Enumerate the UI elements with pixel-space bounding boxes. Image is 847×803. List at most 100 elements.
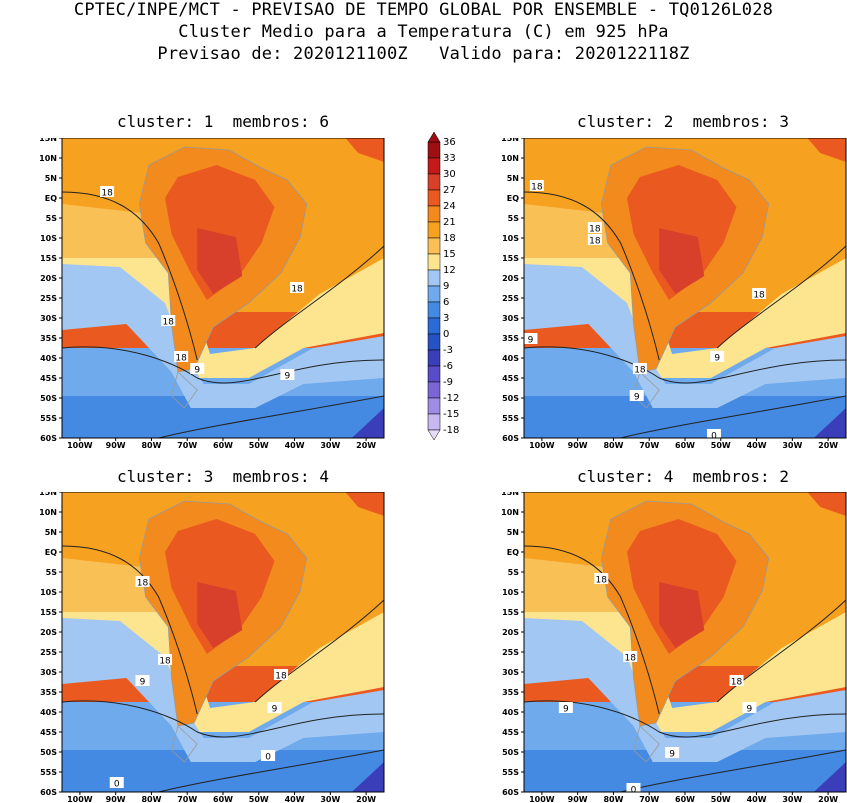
lon-tick-label: 90W (106, 795, 126, 802)
colorbar-swatch (427, 301, 441, 319)
colorbar-label: -12 (443, 393, 459, 404)
field-cold (351, 408, 384, 438)
lat-tick-label: 5S (508, 214, 520, 223)
lat-tick-label: 35S (502, 334, 519, 343)
colorbar-label: 21 (443, 217, 456, 228)
colorbar-swatch (427, 237, 441, 255)
contour-label-bg (190, 363, 205, 374)
contour-label-bg (632, 363, 647, 374)
lat-tick-label: EQ (507, 548, 519, 557)
lat-tick-label: 10S (502, 234, 519, 243)
colorbar-label: 6 (443, 297, 449, 308)
map-layer: 18 18 18 9 9 9 0 (523, 492, 847, 796)
contour-9 (523, 700, 847, 738)
lat-tick-label: EQ (507, 194, 519, 203)
contour-label: 18 (163, 318, 175, 328)
lat-tick-label: 35S (40, 688, 57, 697)
colorbar-label: 36 (443, 137, 456, 148)
contour-0 (620, 395, 847, 439)
field-18-21 (62, 558, 159, 612)
lon-tick-label: 70W (639, 441, 659, 448)
lat-tick-label: 20S (40, 628, 57, 637)
patagonia-coast (171, 371, 198, 409)
colorbar-swatch (427, 221, 441, 239)
contour-label: 9 (669, 750, 675, 760)
contour-label-bg (558, 702, 573, 713)
cluster-1-map: 18 18 18 18 9 9 15N 10N 5N EQ 5S 10S 15S 20S 25S 30S 35S… (39, 138, 385, 448)
lon-tick-label: 50W (711, 441, 731, 448)
colorbar-label: -18 (443, 425, 459, 436)
contour-9 (61, 700, 385, 738)
lat-tick-label: 5N (45, 528, 57, 537)
contour-label-bg (280, 369, 295, 380)
colorbar-label: 24 (443, 201, 456, 212)
lat-tick-label: 55S (40, 768, 57, 777)
contour-label: 9 (563, 705, 569, 715)
lat-tick-label: 5S (508, 568, 520, 577)
colorbar-swatch (427, 333, 441, 351)
lat-tick-label: 30S (40, 668, 57, 677)
lat-tick-label: 10S (502, 588, 519, 597)
coastline (600, 146, 770, 373)
lat-tick-label: 30S (502, 668, 519, 677)
colorbar-label: 18 (443, 233, 456, 244)
lon-tick-label: 80W (141, 795, 161, 802)
contour-label: 18 (175, 354, 187, 364)
contour-label: 0 (711, 432, 717, 442)
lat-tick-label: 45S (40, 728, 57, 737)
lat-tick-label: 55S (502, 414, 519, 423)
contour-label: 18 (589, 225, 601, 235)
lat-tick-label: 10S (40, 588, 57, 597)
field-30-33 (197, 228, 243, 294)
lon-tick-label: 30W (782, 441, 802, 448)
lat-tick-label: 40S (502, 708, 519, 717)
field-27-30 (627, 519, 737, 654)
lat-tick-label: 50S (40, 394, 57, 403)
lon-tick-label: 20W (356, 441, 376, 448)
contour-label: 9 (528, 336, 534, 346)
lat-tick-label: 15N (39, 138, 57, 143)
lat-tick-label: 10S (40, 234, 57, 243)
lat-tick-label: 50S (502, 394, 519, 403)
lat-tick-label: 5N (507, 174, 519, 183)
lon-tick-label: 100W (67, 795, 93, 802)
lon-tick-label: 60W (675, 441, 695, 448)
contour-label: 9 (747, 705, 753, 715)
lon-tick-label: 70W (639, 795, 659, 802)
field-9-12 (62, 264, 384, 408)
cluster-2-map: 18 18 18 18 18 9 9 9 0 15N 10N 5N EQ 5S 10S 15S 20S 25S 30… (501, 138, 847, 448)
patagonia-coast (633, 725, 660, 763)
field-15-18 (62, 234, 384, 378)
contour-label-bg (626, 783, 641, 794)
lat-tick-label: 60S (502, 788, 519, 797)
contour-label: 0 (265, 753, 271, 763)
lat-tick-label: 15S (502, 254, 519, 263)
lon-tick-label: 50W (249, 795, 269, 802)
contour-label: 18 (159, 657, 171, 667)
contour-label: 18 (137, 579, 149, 589)
field-27-30 (165, 519, 275, 654)
contour-label: 18 (596, 576, 608, 586)
lat-tick-label: 35S (40, 334, 57, 343)
lat-tick-label: 15S (40, 608, 57, 617)
colorbar-swatch (427, 285, 441, 303)
colorbar-swatch (427, 189, 441, 207)
contour-label-bg (109, 777, 124, 788)
lat-tick-label: 45S (502, 374, 519, 383)
contour-label: 9 (714, 354, 720, 364)
contour-label-bg (523, 333, 538, 344)
contour-label: 18 (753, 291, 765, 301)
coastline (138, 500, 308, 727)
colorbar-label: 9 (443, 281, 449, 292)
lon-tick-label: 60W (213, 441, 233, 448)
contour-label-bg (742, 702, 757, 713)
lon-tick-label: 70W (177, 441, 197, 448)
contour-label: 18 (731, 678, 743, 688)
lat-tick-label: 5S (46, 568, 58, 577)
lat-tick-label: 25S (40, 648, 57, 657)
lat-tick-label: 40S (40, 354, 57, 363)
colorbar-label: 30 (443, 169, 456, 180)
lon-tick-label: 20W (818, 795, 838, 802)
contour-18 (523, 545, 847, 715)
field-africa (807, 138, 846, 162)
